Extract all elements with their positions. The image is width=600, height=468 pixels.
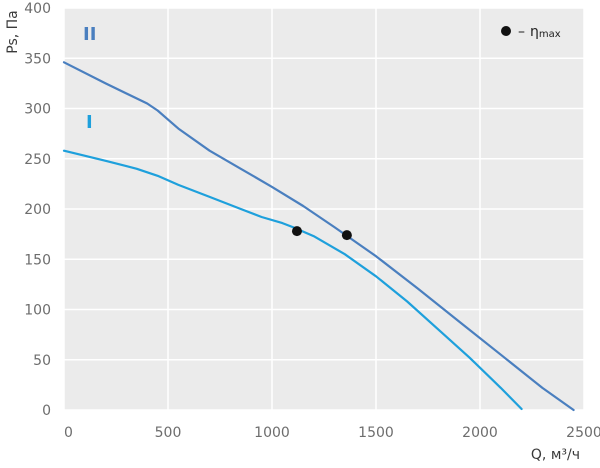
series-line-ii: [62, 61, 575, 412]
y-tick-label: 400: [24, 1, 51, 17]
grid: [63, 7, 585, 411]
y-tick-label: 100: [24, 303, 51, 319]
y-tick-label: 0: [42, 403, 51, 419]
x-tick-label: 2000: [462, 425, 498, 441]
x-tick-label: 2500: [566, 425, 600, 441]
legend-text: – ηmax: [518, 24, 561, 40]
legend-subscript: max: [539, 29, 561, 40]
eta-max-point: [341, 230, 352, 241]
legend-symbol: η: [530, 24, 539, 40]
x-tick-label: 1500: [358, 425, 394, 441]
y-tick-label: 350: [24, 51, 51, 67]
x-tick-labels: 0 500 1000 1500 2000 2500: [64, 425, 600, 441]
y-tick-label: 200: [24, 202, 51, 218]
legend-dash: –: [518, 24, 525, 40]
y-tick-labels: 0 50 100 150 200 250 300 350 400: [24, 1, 51, 419]
curve-label: II: [83, 24, 96, 45]
y-axis-title: Ps, Па: [5, 10, 21, 54]
y-tick-label: 250: [24, 152, 51, 168]
series-line-i: [62, 149, 523, 411]
curve-label: I: [86, 112, 93, 133]
curves: [62, 61, 575, 412]
y-tick-label: 300: [24, 102, 51, 118]
x-axis-title: Q, м³/ч: [531, 447, 580, 463]
curve-labels: III: [83, 24, 96, 133]
legend-marker-icon: [501, 26, 511, 36]
x-tick-label: 1000: [254, 425, 290, 441]
eta-max-point: [291, 226, 302, 237]
y-tick-label: 150: [24, 252, 51, 268]
legend: – ηmax: [501, 24, 561, 40]
y-tick-label: 50: [33, 353, 51, 369]
x-tick-label: 500: [155, 425, 182, 441]
x-tick-label: 0: [64, 425, 73, 441]
eta-max-markers: [291, 226, 352, 241]
